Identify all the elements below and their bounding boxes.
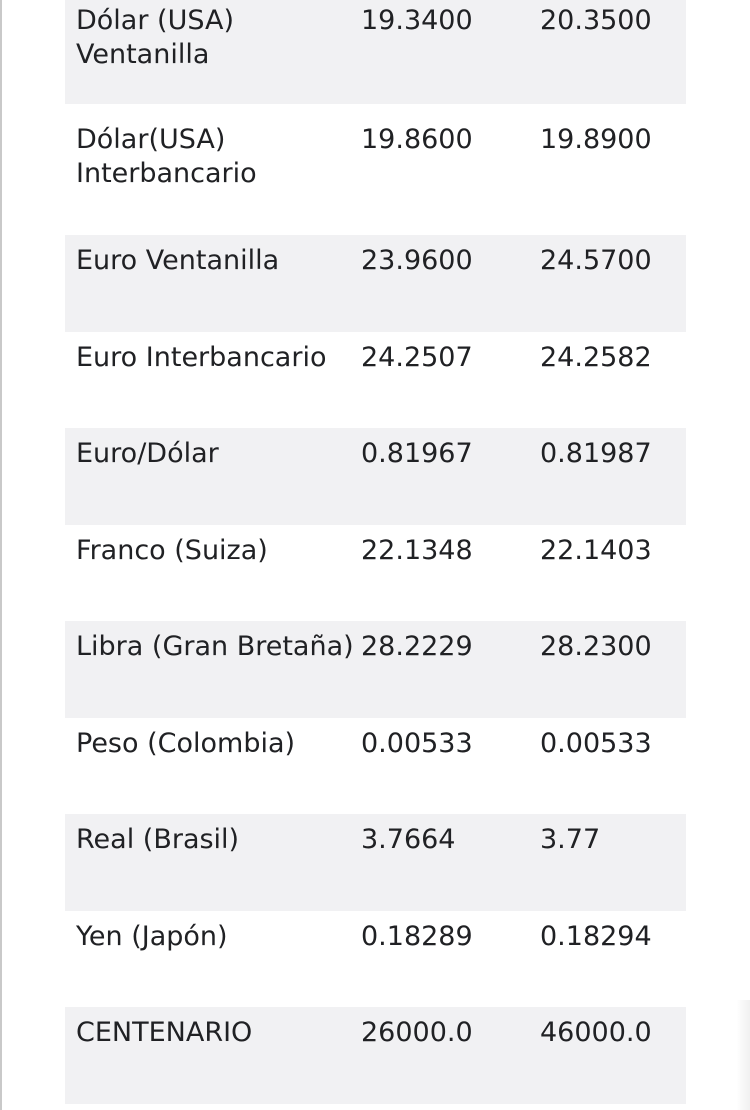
currency-name-cell: Dólar(USA) Interbancario [76,124,257,189]
currency-name-cell: Yen (Japón) [76,920,228,952]
sell-rate-cell: 0.00533 [540,727,652,759]
sell-rate-cell: 0.18294 [540,920,652,952]
currency-name-cell: CENTENARIO [76,1017,253,1048]
currency-name-cell: Libra (Gran Bretaña) [76,631,354,662]
table-row: Euro Ventanilla 23.9600 24.5700 [65,235,686,332]
currency-name-cell: Real (Brasil) [76,824,240,855]
sell-rate-cell: 22.1403 [540,534,652,566]
edge-shadow [736,1000,750,1110]
table-row: Dólar (USA) Ventanilla 19.3400 20.3500 [65,0,686,104]
table-row: Libra (Gran Bretaña) 28.2229 28.2300 [65,621,686,718]
sell-rate-cell: 28.2300 [540,631,652,662]
sell-rate-cell: 46000.0 [540,1017,652,1048]
currency-name-cell: Euro/Dólar [76,438,219,469]
currency-name-cell: Euro Interbancario [76,341,327,373]
buy-rate-cell: 0.18289 [361,920,473,952]
sell-rate-cell: 19.8900 [540,124,652,155]
sell-rate-cell: 24.5700 [540,245,652,276]
table-row: Real (Brasil) 3.7664 3.77 [65,814,686,911]
buy-rate-cell: 3.7664 [361,824,456,855]
table-row: Yen (Japón) 0.18289 0.18294 [65,910,686,1007]
buy-rate-cell: 22.1348 [361,534,473,566]
table-row: Peso (Colombia) 0.00533 0.00533 [65,717,686,814]
currency-name-cell: Euro Ventanilla [76,245,280,276]
table-row: Dólar(USA) Interbancario 19.8600 19.8900 [65,104,686,235]
buy-rate-cell: 19.3400 [361,5,473,36]
sell-rate-cell: 24.2582 [540,341,652,373]
sell-rate-cell: 0.81987 [540,438,652,469]
buy-rate-cell: 24.2507 [361,341,473,373]
buy-rate-cell: 19.8600 [361,124,473,155]
table-row: Euro Interbancario 24.2507 24.2582 [65,331,686,428]
currency-name-cell: Franco (Suiza) [76,534,268,566]
buy-rate-cell: 28.2229 [361,631,473,662]
table-row: Euro/Dólar 0.81967 0.81987 [65,428,686,525]
buy-rate-cell: 0.81967 [361,438,473,469]
currency-name-cell: Dólar (USA) Ventanilla [76,5,234,70]
sell-rate-cell: 20.3500 [540,5,652,36]
buy-rate-cell: 23.9600 [361,245,473,276]
table-row: Franco (Suiza) 22.1348 22.1403 [65,524,686,621]
exchange-rates-table: Dólar (USA) Ventanilla 19.3400 20.3500 D… [65,0,686,1104]
buy-rate-cell: 26000.0 [361,1017,473,1048]
sell-rate-cell: 3.77 [540,824,601,855]
buy-rate-cell: 0.00533 [361,727,473,759]
currency-name-cell: Peso (Colombia) [76,727,296,759]
left-border [0,0,2,1110]
table-row: CENTENARIO 26000.0 46000.0 [65,1007,686,1104]
